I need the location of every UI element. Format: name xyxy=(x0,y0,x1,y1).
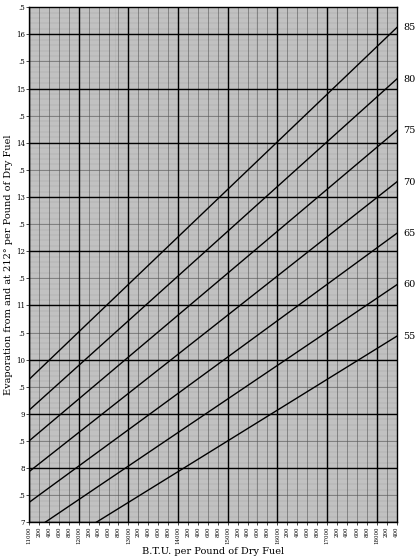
Text: 55: 55 xyxy=(404,332,416,341)
Text: 70: 70 xyxy=(404,178,416,186)
X-axis label: B.T.U. per Pound of Dry Fuel: B.T.U. per Pound of Dry Fuel xyxy=(142,547,284,556)
Text: 60: 60 xyxy=(404,281,416,290)
Text: 85: 85 xyxy=(404,24,416,32)
Text: 80: 80 xyxy=(404,75,416,84)
Y-axis label: Evaporation from and at 212° per Pound of Dry Fuel: Evaporation from and at 212° per Pound o… xyxy=(4,134,13,395)
Text: 65: 65 xyxy=(404,229,416,238)
Text: 75: 75 xyxy=(404,126,416,135)
